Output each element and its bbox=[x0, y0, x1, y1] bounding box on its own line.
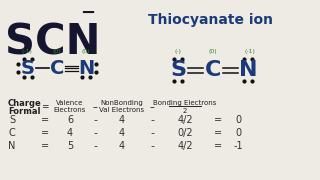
Text: 5: 5 bbox=[67, 141, 73, 151]
Text: =: = bbox=[41, 128, 49, 138]
Text: -1: -1 bbox=[233, 141, 243, 151]
Text: Thiocyanate ion: Thiocyanate ion bbox=[148, 13, 273, 27]
Text: -: - bbox=[150, 115, 154, 125]
Text: C: C bbox=[50, 58, 64, 78]
Text: -: - bbox=[93, 115, 97, 125]
Text: NonBonding: NonBonding bbox=[100, 100, 143, 106]
Text: (0): (0) bbox=[53, 49, 61, 54]
Text: Charge: Charge bbox=[8, 98, 42, 107]
Text: 0/2: 0/2 bbox=[177, 128, 193, 138]
Text: 4: 4 bbox=[67, 128, 73, 138]
Text: Bonding Electrons: Bonding Electrons bbox=[153, 100, 217, 106]
Text: 0: 0 bbox=[235, 128, 241, 138]
Text: Valence: Valence bbox=[56, 100, 84, 106]
Text: (0): (0) bbox=[209, 49, 217, 54]
Text: (-): (-) bbox=[174, 49, 181, 54]
Text: S: S bbox=[21, 58, 35, 78]
Text: 4/2: 4/2 bbox=[177, 115, 193, 125]
Text: –: – bbox=[92, 102, 97, 112]
Text: (-1): (-1) bbox=[21, 49, 32, 54]
Text: -: - bbox=[150, 128, 154, 138]
Text: =: = bbox=[214, 141, 222, 151]
Text: S: S bbox=[170, 60, 186, 80]
Text: -: - bbox=[93, 128, 97, 138]
Text: Electrons: Electrons bbox=[54, 107, 86, 113]
Text: 2: 2 bbox=[183, 108, 187, 114]
Text: =: = bbox=[214, 115, 222, 125]
Text: C: C bbox=[9, 128, 15, 138]
Text: =: = bbox=[41, 141, 49, 151]
Text: −: − bbox=[80, 4, 95, 22]
Text: SCN: SCN bbox=[5, 21, 100, 63]
Text: S: S bbox=[9, 115, 15, 125]
Text: N: N bbox=[8, 141, 16, 151]
Text: 6: 6 bbox=[67, 115, 73, 125]
Text: =: = bbox=[41, 115, 49, 125]
Text: 4: 4 bbox=[119, 128, 125, 138]
Text: Formal: Formal bbox=[8, 107, 41, 116]
Text: =: = bbox=[41, 102, 49, 111]
Text: N: N bbox=[78, 58, 94, 78]
Text: 4/2: 4/2 bbox=[177, 141, 193, 151]
Text: Val Electrons: Val Electrons bbox=[100, 107, 145, 113]
Text: (-1): (-1) bbox=[244, 49, 255, 54]
Text: -: - bbox=[93, 141, 97, 151]
Text: (0): (0) bbox=[82, 49, 90, 54]
Text: C: C bbox=[205, 60, 221, 80]
Text: 4: 4 bbox=[119, 115, 125, 125]
Text: –: – bbox=[149, 102, 155, 112]
Text: 4: 4 bbox=[119, 141, 125, 151]
Text: -: - bbox=[150, 141, 154, 151]
Text: N: N bbox=[239, 60, 257, 80]
Text: =: = bbox=[214, 128, 222, 138]
Text: 0: 0 bbox=[235, 115, 241, 125]
